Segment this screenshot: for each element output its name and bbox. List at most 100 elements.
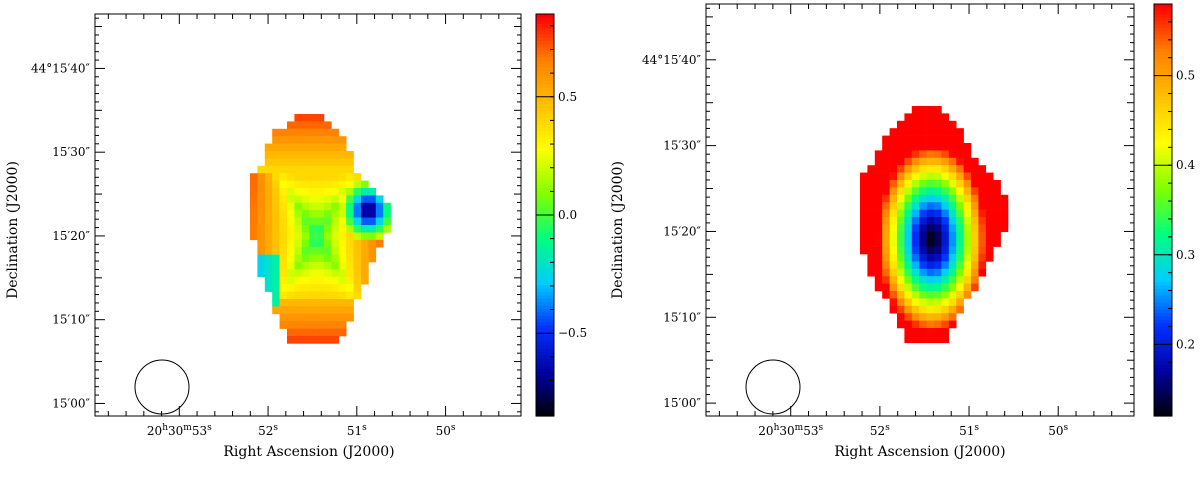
colorbar-swatch — [536, 241, 554, 246]
heatmap-cell — [971, 276, 979, 284]
right-panel: 20h30m53s 52s 51s 50s 44°15′40″ 15′30″ 15′20″… — [610, 3, 1195, 460]
heatmap-cell — [338, 151, 347, 159]
colorbar-swatch — [536, 308, 554, 313]
heatmap-cell — [346, 291, 354, 300]
y-tick-label: 15′30″ — [663, 139, 701, 153]
heatmap-cell — [301, 128, 310, 137]
heatmap-cell — [324, 158, 332, 167]
heatmap-cell — [331, 276, 340, 285]
heatmap-cell — [324, 276, 332, 285]
heatmap-cell — [272, 225, 280, 233]
heatmap-cell — [889, 268, 898, 277]
heatmap-cell — [934, 291, 942, 299]
heatmap-cell — [956, 165, 964, 173]
heatmap-cell — [368, 239, 377, 248]
x-tick-label: 20h30m53s — [147, 423, 212, 438]
heatmap-cell — [889, 261, 898, 270]
colorbar-swatch — [1154, 134, 1172, 139]
colorbar-swatch — [1154, 17, 1172, 22]
heatmap-cell — [324, 262, 332, 270]
heatmap-cell — [860, 194, 868, 203]
heatmap-cell — [897, 172, 905, 181]
heatmap-cell — [882, 209, 890, 218]
heatmap-cell — [331, 328, 340, 337]
heatmap-cell — [934, 143, 942, 151]
heatmap-cell — [368, 188, 377, 196]
heatmap-cell — [919, 187, 927, 196]
heatmap-cell — [309, 247, 317, 255]
heatmap-cell — [889, 209, 898, 218]
heatmap-cell — [279, 321, 288, 329]
colorbar-swatch — [1154, 203, 1172, 208]
heatmap-cell — [926, 246, 935, 255]
heatmap-cell — [948, 143, 957, 151]
colorbar-swatch — [536, 238, 554, 243]
heatmap-cell — [889, 165, 898, 173]
heatmap-cell — [934, 246, 942, 255]
heatmap-cell — [963, 246, 972, 255]
colorbar-swatch — [536, 285, 554, 290]
heatmap-cell — [309, 232, 317, 241]
heatmap-cell — [353, 195, 362, 204]
heatmap-cell — [279, 210, 288, 218]
heatmap-cell — [287, 336, 295, 344]
colorbar-swatch — [536, 231, 554, 236]
heatmap-cell — [897, 150, 905, 159]
colorbar-swatch — [536, 292, 554, 296]
heatmap-cell — [963, 165, 972, 173]
heatmap-cell — [985, 246, 994, 255]
heatmap-cell — [272, 262, 280, 270]
heatmap-cell — [272, 291, 280, 300]
heatmap-cell — [948, 261, 957, 270]
heatmap-cell — [316, 254, 325, 263]
heatmap-cell — [264, 254, 273, 263]
right-plot-frame — [705, 3, 1135, 417]
heatmap-cell — [941, 283, 950, 292]
colorbar-swatch — [1154, 41, 1172, 46]
colorbar-swatch — [1154, 45, 1172, 50]
y-tick-label: 15′00″ — [52, 396, 90, 410]
heatmap-cell — [948, 187, 957, 196]
heatmap-cell — [316, 114, 325, 122]
colorbar-swatch — [536, 127, 554, 132]
heatmap-cell — [904, 180, 913, 188]
heatmap-cell — [934, 172, 942, 181]
colorbar-swatch — [536, 412, 554, 417]
heatmap-cell — [897, 194, 905, 203]
colorbar-swatch — [1154, 155, 1172, 160]
heatmap-cell — [948, 246, 957, 255]
heatmap-cell — [279, 188, 288, 196]
heatmap-cell — [272, 151, 280, 159]
heatmap-cell — [948, 209, 957, 218]
colorbar-swatch — [1154, 275, 1172, 280]
heatmap-cell — [309, 299, 317, 307]
colorbar-swatch — [536, 158, 554, 162]
colorbar-swatch — [536, 342, 554, 347]
heatmap-cell — [963, 261, 972, 270]
colorbar-swatch — [536, 60, 554, 65]
colorbar-swatch — [536, 204, 554, 209]
heatmap-cell — [294, 180, 303, 189]
heatmap-cell — [338, 232, 347, 241]
colorbar-swatch — [536, 161, 554, 166]
heatmap-cell — [361, 180, 369, 189]
heatmap-cell — [911, 268, 920, 277]
heatmap-cell — [309, 262, 317, 270]
heatmap-cell — [331, 158, 340, 167]
heatmap-cell — [911, 113, 920, 122]
colorbar-swatch — [536, 332, 554, 337]
x-tick-label: 50s — [436, 423, 456, 438]
heatmap-cell — [971, 239, 979, 247]
colorbar-swatch — [1154, 137, 1172, 142]
heatmap-cell — [272, 254, 280, 263]
colorbar-swatch — [1154, 110, 1172, 115]
colorbar-swatch — [1154, 371, 1172, 376]
heatmap-cell — [324, 284, 332, 292]
heatmap-cell — [919, 268, 927, 277]
colorbar-swatch — [536, 268, 554, 273]
heatmap-cell — [324, 291, 332, 300]
colorbar-swatch — [536, 188, 554, 193]
colorbar-swatch — [1154, 319, 1172, 324]
colorbar-swatch — [1154, 378, 1172, 383]
colorbar-swatch — [536, 349, 554, 353]
